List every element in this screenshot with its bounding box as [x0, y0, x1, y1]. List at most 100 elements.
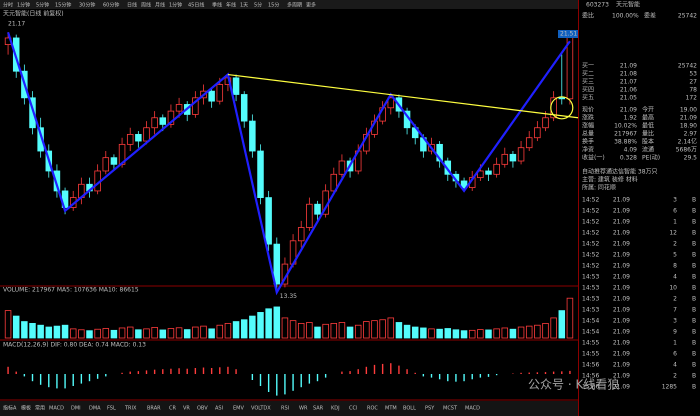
tick-flag: B [692, 241, 696, 248]
candle-body [297, 227, 305, 242]
indicator-tab[interactable]: MACD [465, 406, 480, 412]
toolbar-button[interactable]: 30分钟 [79, 2, 95, 9]
indicator-tab[interactable]: PSY [425, 406, 435, 412]
indicator-tab[interactable]: 模板 [21, 405, 31, 412]
info-label: 现价 [582, 107, 594, 114]
volume-bar [371, 320, 378, 339]
volume-bar [224, 322, 232, 339]
tick-flag: B [692, 384, 696, 391]
volume-label: VOLUME: 217967 MA5: 107636 MA10: 86615 [3, 287, 139, 294]
tick-volume: 2 [673, 296, 677, 303]
tick-volume: 5 [673, 252, 677, 259]
tick-price: 21.09 [613, 329, 630, 336]
indicator-tab[interactable]: TRIX [124, 406, 137, 412]
toolbar-button[interactable]: 5分钟 [36, 2, 49, 9]
volume-bar [86, 330, 93, 339]
toolbar-button[interactable]: 周线 [141, 2, 151, 9]
indicator-tab[interactable]: MTM [385, 406, 397, 412]
indicator-tab[interactable]: RSI [281, 406, 289, 412]
tick-time: 14:56 [582, 362, 599, 369]
indicator-tab[interactable]: CR [169, 406, 176, 412]
book-label: 买二 [582, 70, 594, 78]
stock-code: 603273 [586, 2, 609, 9]
indicator-tab[interactable]: SAR [313, 406, 324, 412]
info-value: 4.09 [624, 147, 638, 154]
candle-body [208, 90, 215, 102]
toolbar-button[interactable]: 1天 [240, 3, 248, 9]
low-label: 13.35 [280, 293, 297, 300]
tick-flag: B [692, 329, 696, 336]
indicator-tab[interactable]: OBV [197, 406, 208, 412]
indicator-tab[interactable]: VOLTDX [251, 406, 271, 412]
book-volume: 25742 [678, 63, 697, 70]
toolbar-button[interactable]: 多周期 [287, 2, 302, 9]
toolbar-button[interactable]: 月线 [155, 2, 165, 9]
tick-time: 14:52 [582, 252, 599, 259]
indicator-tab[interactable]: EMV [233, 406, 244, 412]
tick-price: 21.09 [613, 208, 630, 215]
tick-price: 21.09 [613, 241, 630, 248]
candle-body [143, 127, 150, 142]
indicator-tab[interactable]: MACD [49, 406, 64, 412]
candle-body [387, 97, 395, 109]
toolbar-button[interactable]: 日线 [127, 2, 137, 9]
candle-body [444, 160, 452, 175]
indicator-tab[interactable]: 常用 [35, 405, 45, 412]
toolbar-button[interactable]: 1分钟 [169, 2, 182, 9]
indicator-tab[interactable]: CCI [349, 406, 357, 412]
info-value: 21.09 [680, 115, 697, 122]
indicator-tab[interactable]: MCST [443, 406, 458, 412]
candle-body [249, 120, 256, 152]
indicator-tab[interactable]: DMI [71, 406, 81, 412]
toolbar-button[interactable]: 年线 [226, 2, 236, 9]
volume-bar [395, 322, 403, 339]
volume-bar [509, 328, 517, 339]
toolbar-button[interactable]: 15分 [268, 2, 279, 9]
book-label: 买三 [582, 78, 594, 86]
highlight-circle [550, 96, 574, 120]
toolbar-button[interactable]: 5分 [254, 2, 262, 9]
candle-body [29, 97, 36, 129]
tick-flag: B [692, 208, 696, 215]
toolbar-button[interactable]: 更多 [306, 2, 316, 9]
volume-bar [550, 317, 557, 339]
indicator-tab[interactable]: FSL [107, 406, 116, 412]
candle-body [159, 117, 167, 125]
volume-bar [37, 324, 44, 339]
toolbar-button[interactable]: 季线 [212, 2, 222, 9]
toolbar-button[interactable]: 45日线 [188, 2, 204, 9]
indicator-tab[interactable]: DMA [89, 406, 101, 412]
volume-bar [240, 319, 248, 339]
toolbar-button[interactable]: 分时 [3, 2, 13, 9]
book-price: 21.09 [620, 63, 637, 70]
volume-bar [493, 328, 500, 339]
volume-bar [314, 326, 321, 339]
ratio: 100.00% [612, 13, 639, 20]
indicator-tab[interactable]: ROC [367, 406, 378, 412]
volume-bar [143, 328, 150, 339]
volume-bar [151, 327, 158, 339]
indicator-tab[interactable]: BRAR [147, 406, 161, 412]
volume-bar [289, 320, 297, 339]
info-label: 最高 [642, 114, 654, 122]
tick-flag: B [692, 296, 696, 303]
indicator-tab[interactable]: WR [299, 406, 308, 412]
volume-bar [183, 329, 191, 339]
tick-time: 14:54 [582, 318, 599, 325]
indicator-tab[interactable]: BOLL [403, 406, 416, 412]
indicator-tab[interactable]: 指标A [3, 405, 17, 412]
toolbar-button[interactable]: 15分钟 [55, 2, 71, 9]
toolbar-button[interactable]: 1分钟 [17, 2, 30, 9]
volume-bar [346, 326, 354, 339]
tick-price: 21.09 [613, 285, 630, 292]
volume-bar [542, 322, 549, 339]
candle-body [273, 243, 281, 285]
volume-bar [78, 329, 85, 339]
indicator-tab[interactable]: VR [183, 406, 190, 412]
indicator-tab[interactable]: KDJ [331, 406, 340, 412]
indicator-tab[interactable]: ASI [215, 406, 223, 412]
volume-bar [468, 329, 476, 339]
candle-body [126, 133, 134, 145]
toolbar-button[interactable]: 60分钟 [103, 2, 119, 9]
tick-price: 21.09 [613, 351, 630, 358]
